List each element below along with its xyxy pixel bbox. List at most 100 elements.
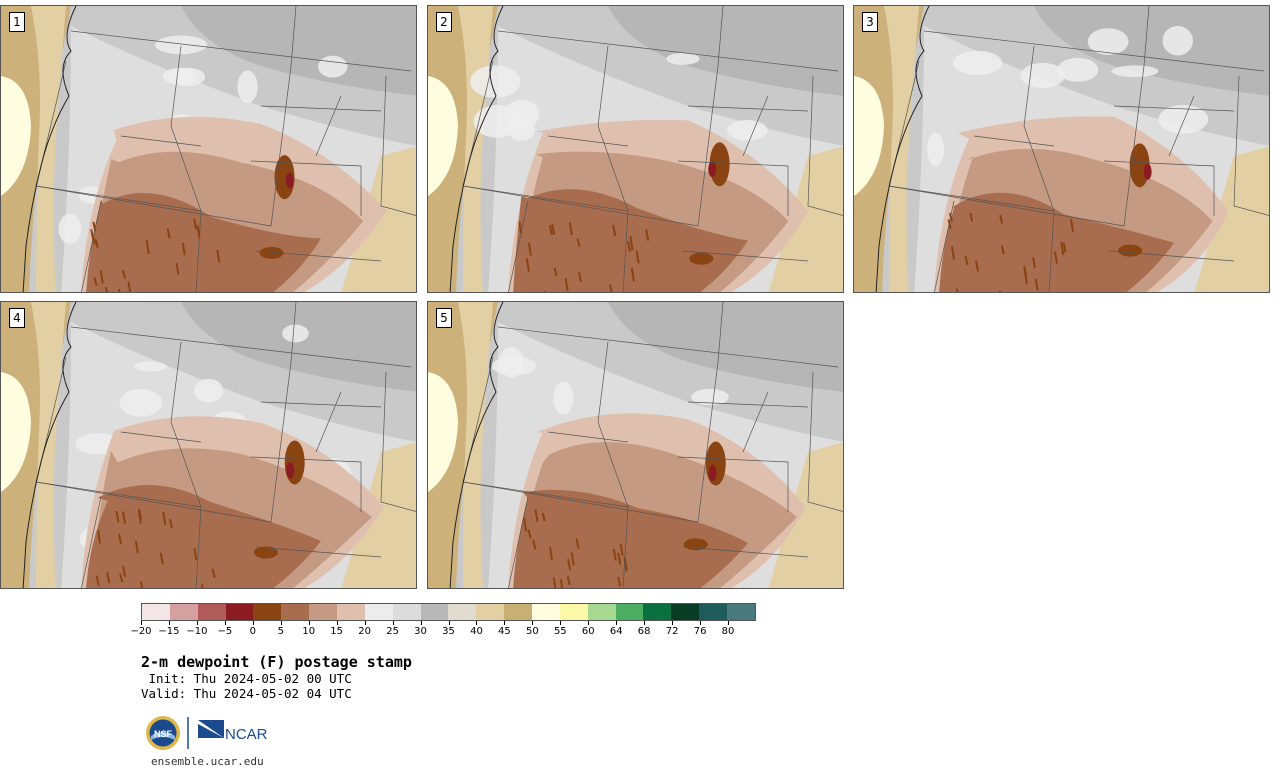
colorbar-tick-label: 45 <box>498 626 511 637</box>
texture-patch <box>927 132 945 167</box>
dry-streak <box>115 510 120 523</box>
colorbar-cell <box>197 604 226 620</box>
colorbar-tick-mark <box>588 621 590 625</box>
dry-streak <box>553 267 558 277</box>
northern-dry-band <box>181 302 416 392</box>
colorbar-tick-label: 60 <box>581 626 595 637</box>
colorbar-tick-label: 10 <box>302 626 316 637</box>
dry-streak <box>564 278 569 292</box>
dry-streak <box>122 270 126 279</box>
panel-number-label: 4 <box>9 308 25 328</box>
texture-patch <box>282 324 309 343</box>
dry-streak <box>1062 242 1067 253</box>
dry-streak <box>166 228 171 239</box>
dry-streak <box>541 512 546 522</box>
dewpoint-map-3 <box>854 6 1269 292</box>
very-dry-spot <box>705 441 726 486</box>
state-border <box>380 371 416 512</box>
texture-patch <box>1020 62 1066 89</box>
colorbar-tick-mark <box>196 621 198 625</box>
colorbar-cell <box>142 604 170 620</box>
colorbar-tick-mark <box>504 621 506 625</box>
colorbar-tick-mark <box>336 621 338 625</box>
dry-streak <box>127 281 132 292</box>
texture-patch <box>691 388 729 406</box>
texture-patch <box>1111 65 1159 78</box>
nsf-seal-icon: NSF <box>146 716 180 750</box>
extreme-dry-spot <box>285 172 294 189</box>
northern-dry-band <box>608 6 843 96</box>
colorbar-tick-mark <box>476 621 478 625</box>
colorbar-tick-label: 76 <box>693 626 707 637</box>
colorbar-tick-label: −15 <box>158 626 180 637</box>
colorbar-tick-label: 25 <box>386 626 399 637</box>
dry-streak <box>1060 241 1065 256</box>
colorbar-tick-label: 72 <box>665 626 679 637</box>
ocean-high-dewpoint <box>1 76 31 196</box>
state-border <box>697 302 724 523</box>
dry-streak <box>95 575 100 586</box>
state-border <box>462 481 629 508</box>
state-border <box>597 341 629 588</box>
dry-streak <box>1034 278 1039 291</box>
dry-streak <box>138 508 143 520</box>
dry-streak <box>552 577 557 588</box>
texture-patch <box>470 65 521 98</box>
state-border <box>807 75 843 216</box>
texture-patch <box>666 52 700 65</box>
ncar-logo-icon: NCAR <box>198 720 268 743</box>
texture-patch <box>473 104 521 138</box>
dry-streak <box>93 277 98 286</box>
state-border <box>597 45 629 292</box>
map-panel-5: 5 <box>427 301 844 589</box>
dry-streak <box>617 576 622 587</box>
dry-streak <box>200 583 204 588</box>
dry-streak <box>619 543 624 556</box>
very-dry-spot <box>689 252 714 265</box>
dry-streak <box>955 288 959 292</box>
coastal-land-band <box>884 6 919 292</box>
state-border <box>547 431 629 443</box>
dry-region-inner <box>86 193 321 292</box>
colorbar-tick-label: 68 <box>637 626 651 637</box>
state-border <box>120 135 202 147</box>
state-border <box>497 30 839 72</box>
colorbar-cell <box>169 604 198 620</box>
panel-number-label: 5 <box>436 308 452 328</box>
state-border <box>81 496 102 588</box>
dry-streak <box>969 212 974 222</box>
very-dry-spot <box>1118 244 1143 257</box>
dry-streak <box>612 548 617 561</box>
state-border <box>260 401 382 408</box>
northern-dry-band <box>1034 6 1269 96</box>
coastline <box>875 6 930 292</box>
state-border <box>497 326 839 368</box>
colorbar-cell <box>587 604 616 620</box>
dry-streak <box>1054 251 1058 264</box>
colorbar-tick-mark <box>532 621 534 625</box>
colorbar-ticks: −20 −15 −10 −5 0 5 10 15 20 25 30 35 40 45 50 55 60 64 68 7… <box>130 621 756 637</box>
northern-dry-band <box>181 6 416 96</box>
colorbar-cell <box>476 604 505 620</box>
state-border <box>1123 6 1150 227</box>
colorbar-cell <box>420 604 449 620</box>
colorbar-tick-mark <box>644 621 646 625</box>
dry-streak <box>523 517 528 532</box>
dry-streak <box>162 512 167 525</box>
dry-streak <box>216 249 221 263</box>
colorbar-tick-mark <box>700 621 702 625</box>
dry-streak <box>145 240 150 255</box>
colorbar <box>141 603 756 621</box>
texture-patch <box>953 50 1003 76</box>
colorbar-cell <box>671 604 700 620</box>
state-border <box>270 6 297 227</box>
ocean-high-dewpoint <box>428 76 458 196</box>
state-border <box>250 160 362 216</box>
texture-patch <box>237 70 258 104</box>
state-border <box>260 105 382 112</box>
dry-streak <box>119 573 124 583</box>
colorbar-tick-mark <box>392 621 394 625</box>
state-border <box>508 200 529 292</box>
state-border <box>170 341 202 588</box>
state-border <box>888 185 1055 212</box>
